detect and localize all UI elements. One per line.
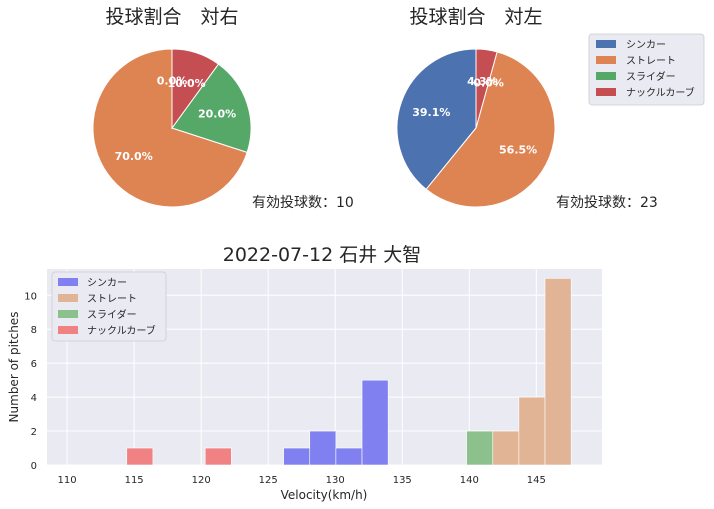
legend-label: スライダー [87, 308, 137, 321]
histogram-bar [466, 430, 494, 466]
pie-left-slices [396, 48, 556, 208]
pie-slice [171, 48, 220, 130]
histogram-bar [126, 447, 154, 466]
pie-slice [396, 48, 477, 191]
y-tick-label: 10 [24, 291, 37, 302]
y-tick-label: 2 [31, 427, 37, 438]
x-tick-label: 120 [192, 475, 211, 486]
pie-legend-frame [588, 33, 705, 106]
x-tick-label: 115 [125, 475, 144, 486]
histogram-title: 2022-07-12 石井 大智 [223, 244, 422, 266]
legend-swatch [58, 278, 78, 286]
histogram-bars [126, 278, 572, 466]
pie-left-pct-labels: 39.1% 56.5% 0.0%4.3% [412, 75, 537, 157]
pie-left-pitch-count: 有効投球数：23 [556, 195, 658, 211]
pie-pct-label: 39.1% [412, 106, 450, 119]
legend-swatch [596, 56, 616, 64]
legend-label: シンカー [626, 39, 666, 51]
x-tick-label: 135 [393, 475, 412, 486]
histogram-y-tick-labels: 0 2 4 6 8 10 [24, 291, 37, 472]
histogram-x-tick-labels: 110 115 120 125 130 135 140 145 [58, 475, 546, 486]
histogram-bar [361, 379, 389, 466]
legend-swatch [596, 40, 616, 48]
histogram-chart: 2022-07-12 石井 大智 110 115 120 125 130 135 140 14… [7, 244, 602, 502]
legend-swatch [58, 310, 78, 318]
legend-swatch [596, 72, 616, 80]
pie-slice [475, 48, 498, 129]
x-tick-label: 140 [460, 475, 479, 486]
x-tick-label: 130 [326, 475, 345, 486]
pie-slice [171, 63, 252, 154]
legend-label: ナックルカーブ [626, 86, 695, 99]
x-tick-label: 110 [58, 475, 77, 486]
histogram-bar [309, 430, 337, 466]
pie-chart-vs-left: 投球割合 対左 39.1% 56.5% 0.0%4.3% 有効投球数：23 [396, 6, 658, 211]
y-tick-label: 0 [31, 461, 37, 472]
pie-pct-label: 56.5% [499, 144, 537, 157]
y-tick-label: 6 [31, 359, 37, 370]
pie-right-pct-labels: 0.0% 70.0% 20.0% 10.0% [115, 75, 237, 163]
legend-swatch [596, 88, 616, 96]
pie-slice [425, 51, 556, 208]
legend-label: ナックルカーブ [87, 324, 156, 337]
pie-chart-vs-right: 投球割合 対右 0.0% 70.0% 20.0% 10.0% 有効投球数：10 [92, 6, 354, 211]
pie-right-slices [92, 48, 252, 208]
pie-pct-label: 20.0% [198, 107, 236, 120]
legend-swatch [58, 326, 78, 334]
legend-label: ストレート [626, 56, 676, 67]
pie-right-title: 投球割合 対右 [105, 6, 238, 28]
pie-pct-label: 70.0% [115, 150, 153, 163]
histogram-legend-frame [51, 271, 167, 342]
pie-pct-label: 0.0% [157, 75, 188, 88]
y-tick-label: 8 [31, 325, 37, 336]
histogram-bar [204, 447, 232, 466]
pie-pct-label: 4.3% [467, 75, 498, 88]
histogram-bar [518, 396, 546, 466]
legend-label: スライダー [626, 70, 676, 83]
pie-slice [92, 48, 248, 208]
histogram-bar [492, 430, 520, 466]
histogram-x-axis-label: Velocity(km/h) [281, 488, 368, 502]
histogram-bar [335, 447, 363, 466]
pie-pct-label: 0.0% [473, 76, 504, 89]
pie-left-title: 投球割合 対左 [409, 6, 542, 28]
legend-label: シンカー [87, 277, 127, 289]
y-tick-label: 4 [31, 393, 37, 404]
legend-label: ストレート [87, 294, 137, 305]
histogram-bar [283, 447, 311, 466]
histogram-bar [544, 278, 572, 466]
histogram-y-axis-label: Number of pitches [7, 312, 21, 423]
x-tick-label: 125 [259, 475, 278, 486]
legend-swatch [58, 294, 78, 302]
x-tick-label: 145 [527, 475, 546, 486]
pie-right-pitch-count: 有効投球数：10 [252, 195, 354, 211]
pie-pct-label: 10.0% [168, 77, 206, 90]
